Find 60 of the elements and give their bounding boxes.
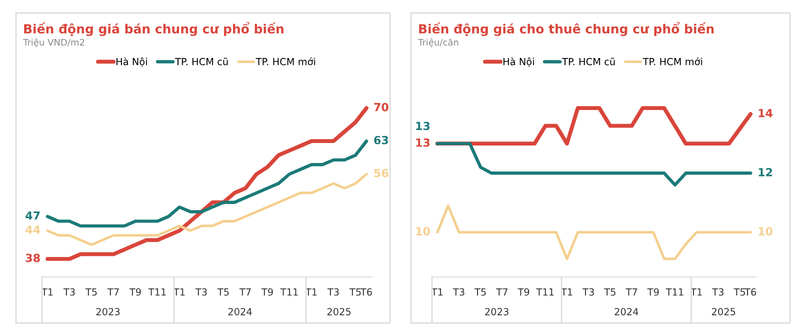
chart-title: Biến động giá bán chung cư phổ biến — [24, 22, 284, 36]
text: 2025 — [712, 308, 736, 316]
x-tick-label: T7 — [496, 288, 508, 296]
legend-label: Hà Nội — [503, 57, 534, 67]
x-tick-label: T1 — [560, 288, 572, 296]
data-label: 10 — [758, 227, 772, 236]
chart-subtitle: Triệu/căn — [418, 38, 458, 48]
x-tick-label: T9 — [518, 288, 530, 296]
x-tick-label: T1 — [173, 288, 185, 296]
x-tick-label: T5 — [217, 288, 229, 296]
x-tick-label: T11 — [666, 288, 684, 296]
x-tick-label: T3 — [195, 288, 207, 296]
text: 2023 — [485, 308, 508, 316]
text: 2024 — [228, 308, 252, 316]
legend-label: TP. HCM cũ — [562, 58, 615, 66]
text: 2023 — [96, 308, 120, 316]
x-tick-label: T11 — [148, 288, 166, 296]
x-tick-label: T6 — [744, 288, 756, 296]
x-tick-label: T1 — [305, 288, 317, 296]
data-label: 13 — [416, 122, 430, 130]
x-tick-label: T11 — [536, 288, 554, 296]
legend-label: TP. HCM mới — [256, 57, 316, 66]
legend-label: Hà Nội — [116, 57, 147, 67]
x-tick-label: T11 — [280, 288, 298, 296]
x-tick-label: T7 — [626, 288, 638, 296]
x-tick-label: T3 — [712, 288, 724, 296]
chart-subtitle: Triệu VND/m2 — [22, 38, 84, 48]
chart-title: Biến động giá cho thuê chung cư phổ biến — [419, 22, 714, 36]
data-label: 47 — [26, 211, 40, 220]
data-label: 44 — [26, 226, 40, 234]
legend-label: TP. HCM mới — [642, 57, 702, 66]
x-tick-label: T3 — [327, 288, 339, 296]
text: 2024 — [614, 308, 638, 316]
x-tick-label: T9 — [647, 288, 659, 296]
data-label: 13 — [416, 138, 430, 147]
text: 2025 — [327, 308, 351, 316]
x-tick-label: T5 — [474, 288, 486, 296]
data-label: 12 — [758, 168, 772, 176]
x-tick-label: T7 — [107, 288, 119, 296]
x-tick-label: T3 — [63, 288, 75, 296]
data-label: 63 — [374, 136, 388, 144]
data-label: 14 — [758, 108, 772, 118]
x-tick-label: T1 — [690, 288, 702, 296]
x-tick-label: T7 — [239, 288, 251, 296]
x-tick-label: T3 — [452, 288, 464, 296]
data-label: 10 — [416, 227, 430, 236]
x-tick-label: T5 — [734, 288, 746, 296]
x-tick-label: T9 — [129, 288, 141, 296]
x-tick-label: T3 — [582, 288, 594, 296]
data-label: 70 — [374, 102, 388, 112]
x-tick-label: T5 — [85, 288, 97, 296]
x-tick-label: T1 — [431, 288, 443, 296]
x-tick-label: T5 — [604, 288, 616, 296]
x-tick-label: T9 — [261, 288, 273, 296]
x-tick-label: T6 — [360, 288, 372, 296]
x-tick-label: T5 — [349, 288, 361, 296]
legend-label: TP. HCM cũ — [175, 58, 228, 66]
data-label: 56 — [374, 168, 388, 178]
x-tick-label: T1 — [41, 288, 53, 296]
data-label: 38 — [26, 254, 40, 262]
